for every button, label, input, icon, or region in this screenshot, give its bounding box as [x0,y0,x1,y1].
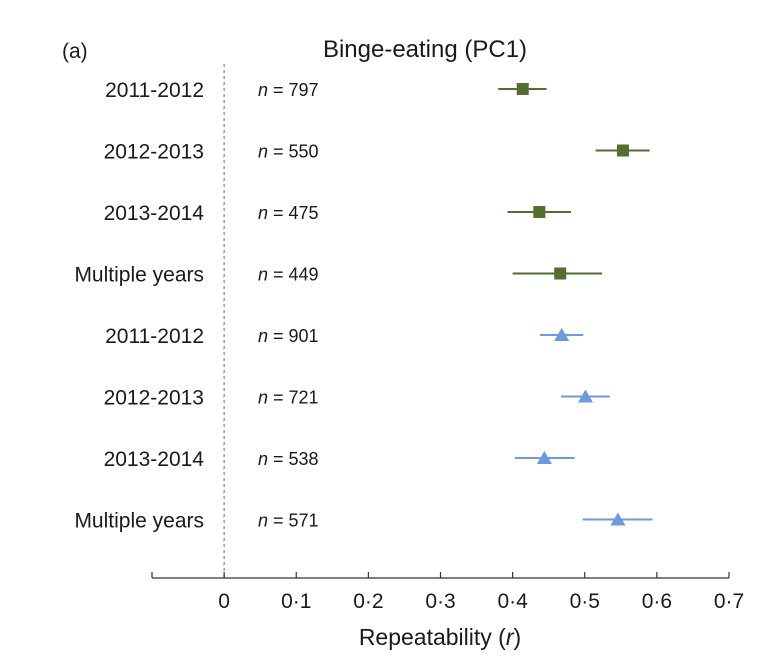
sample-size-value: = 721 [268,388,319,408]
estimate-triangle-marker [577,389,593,403]
estimate-square-marker [554,267,567,280]
row-label: Multiple years [74,510,204,533]
sample-size-symbol: n [258,80,268,100]
x-tick-label: 0·6 [642,590,672,613]
row-sample-size: n = 797 [258,80,319,100]
estimate-square-marker [533,206,546,218]
x-axis-paren-open: ( [492,624,506,650]
x-axis-title: Repeatability (r) [359,624,521,650]
sample-size-symbol: n [258,265,268,285]
row: Multiple years n = 571 [74,510,653,533]
x-tick-label: 0·7 [714,590,744,613]
x-tick-label: 0·2 [353,590,383,613]
sample-size-symbol: n [258,203,268,223]
row-label: 2013-2014 [104,202,205,225]
rows: 2011-2012 n = 797 2012-2013 n = 550 2013-201… [74,79,653,533]
sample-size-value: = 449 [268,265,319,285]
estimate-triangle-marker [610,512,626,526]
panel-label: (a) [62,40,88,63]
row-label: Multiple years [74,264,204,287]
sample-size-value: = 571 [268,511,319,531]
row: 2011-2012 n = 797 [105,79,547,102]
row: 2013-2014 n = 538 [104,448,575,471]
estimate-square-marker [616,144,629,157]
row: 2011-2012 n = 901 [105,325,584,348]
x-tick-label: 0·3 [425,590,455,613]
chart-title: Binge-eating (PC1) [323,36,527,63]
sample-size-symbol: n [258,326,268,346]
x-axis-paren-close: ) [514,624,522,650]
sample-size-symbol: n [258,511,268,531]
row-sample-size: n = 571 [258,511,319,531]
x-tick-label: 0·4 [497,590,528,613]
x-tick-label: 0·5 [570,590,600,613]
row: 2012-2013 n = 721 [104,387,610,410]
row-sample-size: n = 475 [258,203,319,223]
row-sample-size: n = 538 [258,449,319,469]
row-label: 2011-2012 [105,79,204,102]
sample-size-symbol: n [258,388,268,408]
estimate-triangle-marker [536,451,552,464]
x-axis-symbol: r [506,624,515,650]
row-sample-size: n = 449 [258,265,319,285]
row: Multiple years n = 449 [74,264,603,287]
row-sample-size: n = 550 [258,142,319,162]
row: 2013-2014 n = 475 [104,202,572,225]
row-label: 2011-2012 [105,325,204,348]
x-tick-label: 0 [218,590,230,613]
x-tick-label: 0·1 [281,590,311,613]
x-axis-label: Repeatability [359,624,492,650]
sample-size-symbol: n [258,142,268,162]
row-label: 2013-2014 [104,448,205,471]
row-label: 2012-2013 [104,141,204,164]
sample-size-value: = 538 [268,449,319,469]
sample-size-value: = 475 [268,203,319,223]
row-sample-size: n = 901 [258,326,319,346]
estimate-triangle-marker [554,328,570,341]
row-label: 2012-2013 [104,387,204,410]
row: 2012-2013 n = 550 [104,141,650,164]
estimate-square-marker [516,83,529,95]
x-axis: 0 0·1 0·2 0·3 0·4 0·5 0·6 0·7 [151,572,744,613]
sample-size-value: = 901 [268,326,319,346]
sample-size-value: = 550 [268,142,319,162]
row-sample-size: n = 721 [258,388,319,408]
sample-size-value: = 797 [268,80,319,100]
sample-size-symbol: n [258,449,268,469]
